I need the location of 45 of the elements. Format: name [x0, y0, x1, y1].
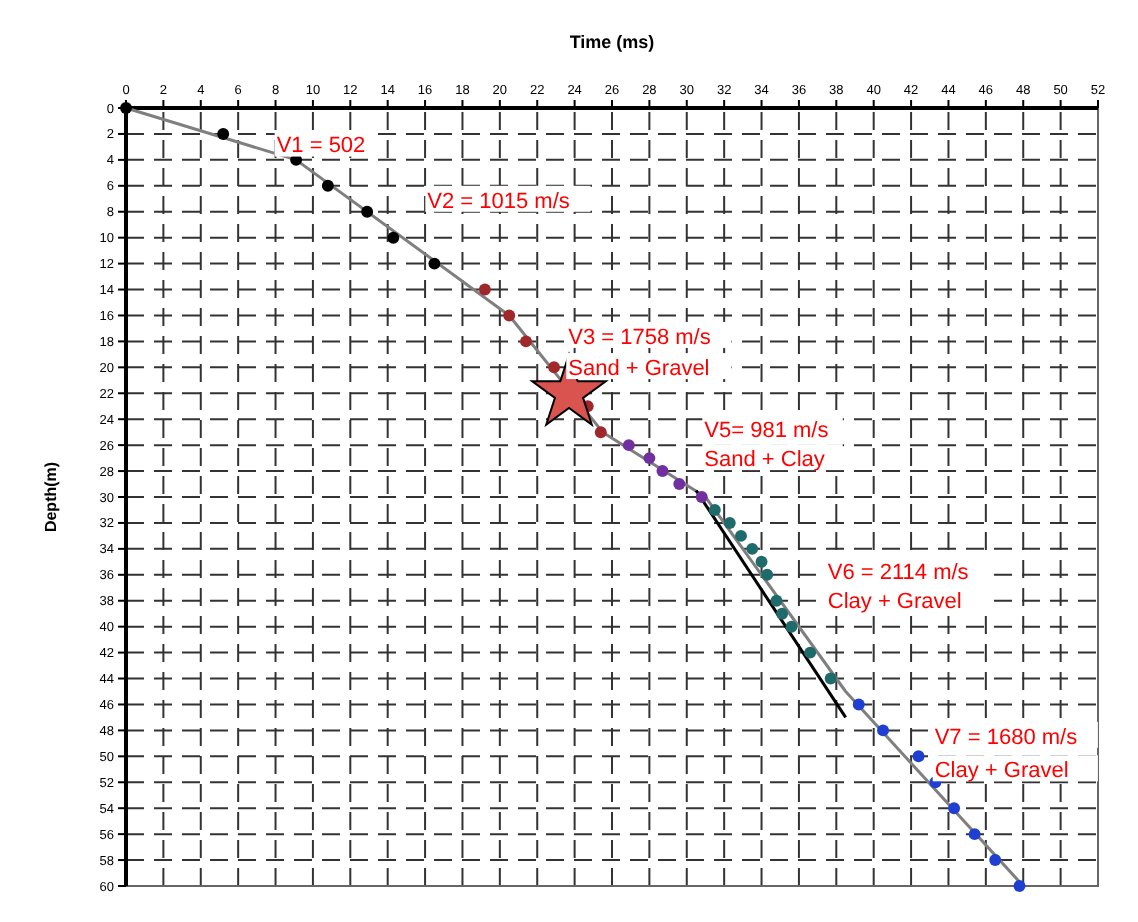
y-axis-title: Depth(m) [42, 461, 60, 533]
annotation: V1 = 502 [276, 134, 366, 159]
point [989, 854, 1002, 867]
point [387, 231, 400, 244]
point [656, 465, 669, 478]
x-axis-title: Time (ms) [569, 32, 655, 52]
point [723, 516, 736, 529]
point [735, 529, 747, 542]
point [746, 542, 759, 555]
point [968, 828, 981, 841]
point [761, 568, 774, 581]
annotation: Clay + Gravel [934, 759, 1069, 783]
point [770, 594, 783, 607]
annotation: Sand + Gravel [568, 356, 710, 381]
point [361, 205, 374, 218]
annotation: Sand + Clay [704, 447, 826, 472]
point [852, 698, 865, 711]
point [948, 802, 961, 815]
point [217, 127, 230, 140]
point [877, 724, 890, 737]
point [824, 672, 837, 685]
point [673, 478, 686, 490]
annotation: V6 = 2114 m/s [827, 560, 970, 585]
point [520, 335, 532, 348]
point [755, 555, 768, 568]
point [776, 607, 789, 620]
annotation: V7 = 1680 m/s [934, 725, 1079, 750]
point [622, 439, 635, 452]
point [785, 620, 798, 633]
point [503, 309, 516, 322]
point [643, 452, 656, 465]
annotation: V2 = 1015 m/s [427, 189, 571, 214]
point [708, 504, 721, 516]
point [478, 283, 491, 296]
annotation: V5= 981 m/s [704, 419, 830, 444]
point [428, 257, 441, 270]
point [548, 361, 561, 374]
point [1013, 880, 1026, 892]
annotation: Clay + Gravel [827, 590, 962, 615]
point [695, 491, 708, 503]
point [594, 426, 607, 439]
point [321, 179, 334, 192]
annotation: V3 = 1758 m/s [568, 325, 712, 350]
point [804, 646, 817, 659]
point [912, 750, 925, 763]
